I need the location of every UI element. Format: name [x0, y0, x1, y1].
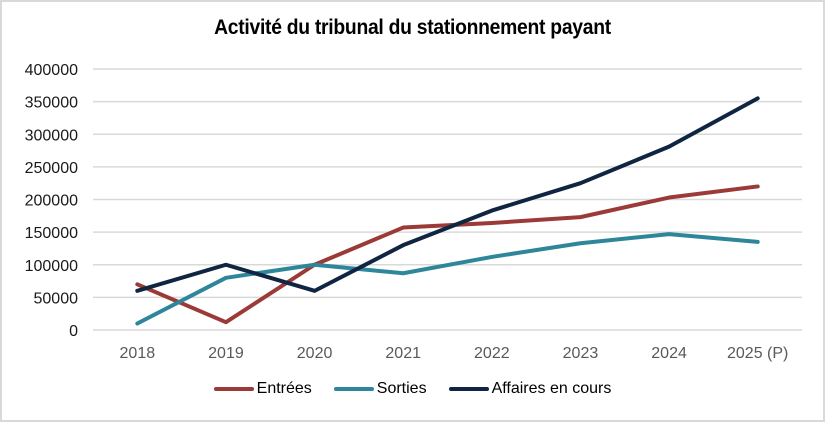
x-tick-label: 2024 [651, 345, 687, 362]
x-tick-label: 2021 [385, 345, 421, 362]
y-tick-label: 150000 [25, 225, 78, 242]
legend-item: Sorties [333, 380, 427, 398]
y-axis: 0 50000 100000 150000 200000 250000 300000 3500… [25, 62, 78, 340]
legend-label: Sorties [376, 380, 427, 397]
legend-item: Entrées [213, 380, 312, 398]
x-tick-label: 2018 [120, 345, 156, 362]
y-tick-label: 300000 [25, 127, 78, 144]
series-line-2 [135, 96, 760, 293]
x-tick-label: 2025 (P) [727, 345, 788, 362]
y-tick-label: 200000 [25, 193, 78, 210]
x-tick-label: 2020 [297, 345, 333, 362]
legend-swatch [333, 387, 374, 391]
legend: Entrées Sorties Affaires en cours [0, 380, 825, 398]
legend-label: Affaires en cours [491, 380, 612, 397]
legend-swatch [448, 387, 489, 391]
y-tick-label: 0 [69, 323, 78, 340]
y-tick-label: 400000 [25, 62, 78, 79]
series-line-0 [135, 184, 760, 325]
series-lines [135, 96, 760, 326]
y-tick-label: 350000 [25, 95, 78, 112]
y-tick-label: 50000 [34, 290, 79, 307]
legend-item: Affaires en cours [448, 380, 612, 398]
x-tick-label: 2023 [563, 345, 599, 362]
chart-title: Activité du tribunal du stationnement pa… [214, 16, 611, 39]
y-tick-label: 250000 [25, 160, 78, 177]
x-axis: 2018 2019 2020 2021 2022 2023 2024 2025 (P) [120, 345, 789, 362]
legend-swatch [213, 387, 254, 391]
series-line-1 [135, 232, 760, 326]
x-tick-label: 2022 [474, 345, 510, 362]
y-tick-label: 100000 [25, 258, 78, 275]
x-tick-label: 2019 [208, 345, 244, 362]
legend-label: Entrées [256, 380, 312, 397]
